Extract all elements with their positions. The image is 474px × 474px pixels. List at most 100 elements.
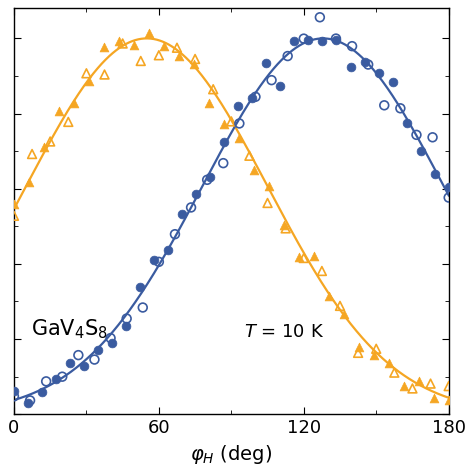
Point xyxy=(160,43,168,50)
Point xyxy=(155,258,163,265)
Point xyxy=(346,63,354,71)
Point xyxy=(250,166,257,174)
Point xyxy=(203,176,211,183)
Point xyxy=(318,267,326,275)
Point xyxy=(236,119,243,127)
Point xyxy=(205,99,213,107)
Point xyxy=(417,147,424,155)
Point xyxy=(319,37,326,45)
Point xyxy=(277,82,284,90)
Text: GaV$_4$S$_8$: GaV$_4$S$_8$ xyxy=(31,318,109,341)
Point xyxy=(336,302,344,310)
Point xyxy=(413,131,420,139)
Point xyxy=(429,134,437,141)
Point xyxy=(235,135,243,142)
Point xyxy=(94,346,102,354)
Point xyxy=(150,256,158,264)
Point xyxy=(137,283,144,291)
Point xyxy=(219,159,227,167)
Point xyxy=(340,310,347,318)
Point xyxy=(145,29,153,37)
Point xyxy=(365,61,372,68)
Point xyxy=(100,43,108,50)
Point xyxy=(85,78,93,85)
Point xyxy=(235,102,242,110)
Point xyxy=(101,71,109,78)
Point xyxy=(310,252,318,260)
Point xyxy=(10,392,18,400)
Point xyxy=(187,204,195,211)
Point xyxy=(348,42,356,50)
Point xyxy=(284,52,292,60)
Point xyxy=(91,356,98,364)
Point xyxy=(58,373,66,381)
Point xyxy=(42,378,50,385)
Point xyxy=(381,101,388,109)
Point xyxy=(268,76,275,84)
Point xyxy=(264,199,271,207)
Point xyxy=(332,35,340,42)
Point xyxy=(10,201,18,208)
Point xyxy=(210,85,217,93)
Point xyxy=(370,351,377,359)
Point xyxy=(252,93,259,100)
Point xyxy=(403,119,410,127)
Point xyxy=(171,230,179,238)
Point xyxy=(82,70,90,77)
Point xyxy=(25,178,33,186)
Point xyxy=(373,345,380,353)
Point xyxy=(40,143,48,150)
Point xyxy=(38,388,46,396)
Point xyxy=(427,380,434,387)
Point xyxy=(115,37,123,45)
Point xyxy=(178,210,186,218)
Point xyxy=(10,388,18,395)
Point xyxy=(305,36,312,44)
Point xyxy=(354,349,362,356)
Point xyxy=(295,254,302,261)
Point xyxy=(430,394,438,401)
Point xyxy=(263,59,270,67)
Point xyxy=(107,334,114,342)
Point xyxy=(316,13,324,21)
Point xyxy=(409,385,416,392)
Point xyxy=(375,69,383,76)
Point xyxy=(265,182,273,190)
Point xyxy=(46,137,54,145)
Point xyxy=(24,400,32,407)
Point xyxy=(123,315,130,322)
Point xyxy=(164,246,172,254)
Point xyxy=(280,221,288,229)
Point xyxy=(431,170,438,177)
Point xyxy=(282,225,290,232)
Point xyxy=(415,377,422,385)
Point xyxy=(175,52,182,60)
Point xyxy=(391,369,398,376)
Point xyxy=(361,58,368,66)
Point xyxy=(139,304,146,311)
Point xyxy=(355,343,363,351)
Point xyxy=(207,173,214,181)
Point xyxy=(28,150,36,158)
Point xyxy=(55,108,63,115)
X-axis label: $\varphi_{H}$ (deg): $\varphi_{H}$ (deg) xyxy=(190,443,273,465)
Point xyxy=(445,183,453,191)
Point xyxy=(389,78,396,86)
Point xyxy=(300,254,308,262)
Point xyxy=(191,55,199,63)
Point xyxy=(228,118,235,125)
Point xyxy=(325,292,333,300)
Point xyxy=(109,339,116,347)
Text: $T$ = 10 K: $T$ = 10 K xyxy=(245,323,325,341)
Point xyxy=(119,40,127,47)
Point xyxy=(220,138,228,146)
Point xyxy=(137,57,145,65)
Point xyxy=(300,35,308,42)
Point xyxy=(52,375,60,383)
Point xyxy=(385,359,392,366)
Point xyxy=(130,41,137,49)
Point xyxy=(26,397,34,404)
Point xyxy=(66,359,74,367)
Point xyxy=(155,52,163,59)
Point xyxy=(445,383,453,390)
